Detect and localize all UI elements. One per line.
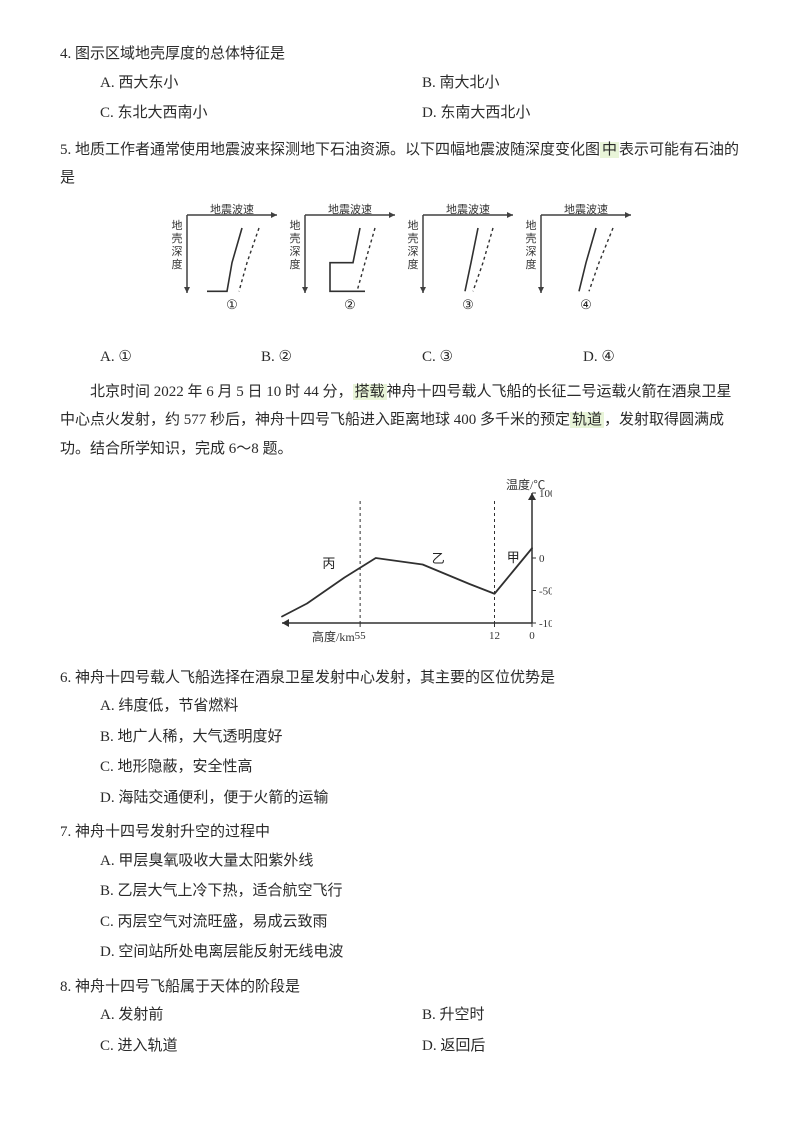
svg-text:地震波速: 地震波速 bbox=[210, 203, 254, 216]
q5-number: 5. bbox=[60, 142, 71, 158]
question-7-text: 7. 神舟十四号发射升空的过程中 bbox=[60, 818, 744, 847]
svg-text:高度/km: 高度/km bbox=[312, 629, 355, 643]
q5-stem-pre: 地质工作者通常使用地震波来探测地下石油资源。以下四幅地震波随深度变化图 bbox=[75, 142, 600, 158]
svg-text:③: ③ bbox=[462, 297, 474, 312]
svg-text:丙: 丙 bbox=[322, 556, 335, 571]
q4-options: A. 西大东小 B. 南大北小 C. 东北大西南小 D. 东南大西北小 bbox=[100, 69, 744, 130]
atmosphere-figure: 温度/℃高度/km1000-50-10055120甲乙丙 bbox=[60, 473, 744, 654]
svg-text:壳: 壳 bbox=[290, 231, 301, 245]
q6-number: 6. bbox=[60, 670, 71, 686]
q8-option-b: B. 升空时 bbox=[422, 1001, 744, 1030]
svg-text:度: 度 bbox=[526, 257, 537, 271]
question-6: 6. 神舟十四号载人飞船选择在酒泉卫星发射中心发射，其主要的区位优势是 A. 纬… bbox=[60, 664, 744, 813]
atmosphere-svg: 温度/℃高度/km1000-50-10055120甲乙丙 bbox=[252, 473, 552, 643]
q8-option-c: C. 进入轨道 bbox=[100, 1032, 422, 1061]
svg-text:度: 度 bbox=[290, 257, 301, 271]
p1-l1-post: 神舟十四号载人飞船的长征二号运载火箭在 bbox=[387, 384, 672, 400]
question-8: 8. 神舟十四号飞船属于天体的阶段是 A. 发射前 B. 升空时 C. 进入轨道… bbox=[60, 973, 744, 1063]
question-5: 5. 地质工作者通常使用地震波来探测地下石油资源。以下四幅地震波随深度变化图中表… bbox=[60, 136, 744, 372]
q4-number: 4. bbox=[60, 46, 71, 62]
svg-text:甲: 甲 bbox=[507, 550, 520, 565]
question-5-text: 5. 地质工作者通常使用地震波来探测地下石油资源。以下四幅地震波随深度变化图中表… bbox=[60, 136, 744, 193]
svg-text:深: 深 bbox=[526, 245, 537, 258]
q4-option-c: C. 东北大西南小 bbox=[100, 99, 422, 128]
q7-option-c: C. 丙层空气对流旺盛，易成云致雨 bbox=[100, 908, 744, 937]
svg-text:深: 深 bbox=[290, 245, 301, 258]
svg-text:①: ① bbox=[226, 297, 238, 312]
q4-option-b: B. 南大北小 bbox=[422, 69, 744, 98]
q5-options: A. ① B. ② C. ③ D. ④ bbox=[100, 343, 744, 372]
svg-text:100: 100 bbox=[539, 488, 552, 500]
q7-number: 7. bbox=[60, 824, 71, 840]
q4-option-a: A. 西大东小 bbox=[100, 69, 422, 98]
svg-text:-100: -100 bbox=[539, 618, 552, 630]
p1-l1-pre: 北京时间 2022 年 6 月 5 日 10 时 44 分， bbox=[90, 384, 353, 400]
q5-stem-hl: 中 bbox=[600, 142, 619, 158]
q6-stem: 神舟十四号载人飞船选择在酒泉卫星发射中心发射，其主要的区位优势是 bbox=[75, 670, 555, 686]
q8-number: 8. bbox=[60, 979, 71, 995]
question-6-text: 6. 神舟十四号载人飞船选择在酒泉卫星发射中心发射，其主要的区位优势是 bbox=[60, 664, 744, 693]
svg-text:度: 度 bbox=[408, 257, 419, 271]
question-4: 4. 图示区域地壳厚度的总体特征是 A. 西大东小 B. 南大北小 C. 东北大… bbox=[60, 40, 744, 130]
q8-option-d: D. 返回后 bbox=[422, 1032, 744, 1061]
p1-l1-hl: 搭载 bbox=[353, 384, 387, 400]
svg-text:-50: -50 bbox=[539, 586, 552, 598]
svg-text:乙: 乙 bbox=[432, 551, 445, 566]
q6-options: A. 纬度低，节省燃料 B. 地广人稀，大气透明度好 C. 地形隐蔽，安全性高 … bbox=[100, 692, 744, 812]
svg-text:④: ④ bbox=[580, 297, 592, 312]
svg-text:地: 地 bbox=[408, 219, 419, 232]
svg-text:地: 地 bbox=[526, 219, 537, 232]
svg-text:地震波速: 地震波速 bbox=[446, 203, 490, 216]
q8-options: A. 发射前 B. 升空时 C. 进入轨道 D. 返回后 bbox=[100, 1001, 744, 1062]
svg-text:地: 地 bbox=[290, 219, 301, 232]
q5-option-b: B. ② bbox=[261, 343, 422, 372]
svg-text:深: 深 bbox=[172, 245, 183, 258]
svg-text:壳: 壳 bbox=[172, 231, 183, 245]
svg-text:深: 深 bbox=[408, 245, 419, 258]
q7-option-d: D. 空间站所处电离层能反射无线电波 bbox=[100, 938, 744, 967]
svg-text:地震波速: 地震波速 bbox=[328, 203, 372, 216]
svg-text:55: 55 bbox=[355, 630, 367, 642]
question-7: 7. 神舟十四号发射升空的过程中 A. 甲层臭氧吸收大量太阳紫外线 B. 乙层大… bbox=[60, 818, 744, 967]
svg-text:0: 0 bbox=[539, 553, 545, 565]
passage-1: 北京时间 2022 年 6 月 5 日 10 时 44 分，搭载神舟十四号载人飞… bbox=[60, 378, 744, 464]
q6-option-d: D. 海陆交通便利，便于火箭的运输 bbox=[100, 784, 744, 813]
seismic-figure: 地震波速地壳深度①地震波速地壳深度②地震波速地壳深度③地震波速地壳深度④ bbox=[60, 203, 744, 334]
q7-option-a: A. 甲层臭氧吸收大量太阳紫外线 bbox=[100, 847, 744, 876]
question-4-text: 4. 图示区域地壳厚度的总体特征是 bbox=[60, 40, 744, 69]
q6-option-c: C. 地形隐蔽，安全性高 bbox=[100, 753, 744, 782]
svg-text:地: 地 bbox=[172, 219, 183, 232]
q8-option-a: A. 发射前 bbox=[100, 1001, 422, 1030]
svg-text:0: 0 bbox=[529, 630, 535, 642]
q5-option-c: C. ③ bbox=[422, 343, 583, 372]
q4-stem: 图示区域地壳厚度的总体特征是 bbox=[75, 46, 285, 62]
q5-option-d: D. ④ bbox=[583, 343, 744, 372]
q6-option-b: B. 地广人稀，大气透明度好 bbox=[100, 723, 744, 752]
q5-option-a: A. ① bbox=[100, 343, 261, 372]
q7-options: A. 甲层臭氧吸收大量太阳紫外线 B. 乙层大气上冷下热，适合航空飞行 C. 丙… bbox=[100, 847, 744, 967]
p1-l2-hl: 轨道 bbox=[570, 412, 604, 428]
q7-option-b: B. 乙层大气上冷下热，适合航空飞行 bbox=[100, 877, 744, 906]
q4-option-d: D. 东南大西北小 bbox=[422, 99, 744, 128]
svg-text:12: 12 bbox=[489, 630, 500, 642]
q7-stem: 神舟十四号发射升空的过程中 bbox=[75, 824, 270, 840]
q6-option-a: A. 纬度低，节省燃料 bbox=[100, 692, 744, 721]
svg-text:壳: 壳 bbox=[408, 231, 419, 245]
question-8-text: 8. 神舟十四号飞船属于天体的阶段是 bbox=[60, 973, 744, 1002]
q8-stem: 神舟十四号飞船属于天体的阶段是 bbox=[75, 979, 300, 995]
svg-text:地震波速: 地震波速 bbox=[564, 203, 608, 216]
svg-text:度: 度 bbox=[172, 257, 183, 271]
svg-text:②: ② bbox=[344, 297, 356, 312]
seismic-svg: 地震波速地壳深度①地震波速地壳深度②地震波速地壳深度③地震波速地壳深度④ bbox=[167, 203, 637, 323]
svg-text:壳: 壳 bbox=[526, 231, 537, 245]
